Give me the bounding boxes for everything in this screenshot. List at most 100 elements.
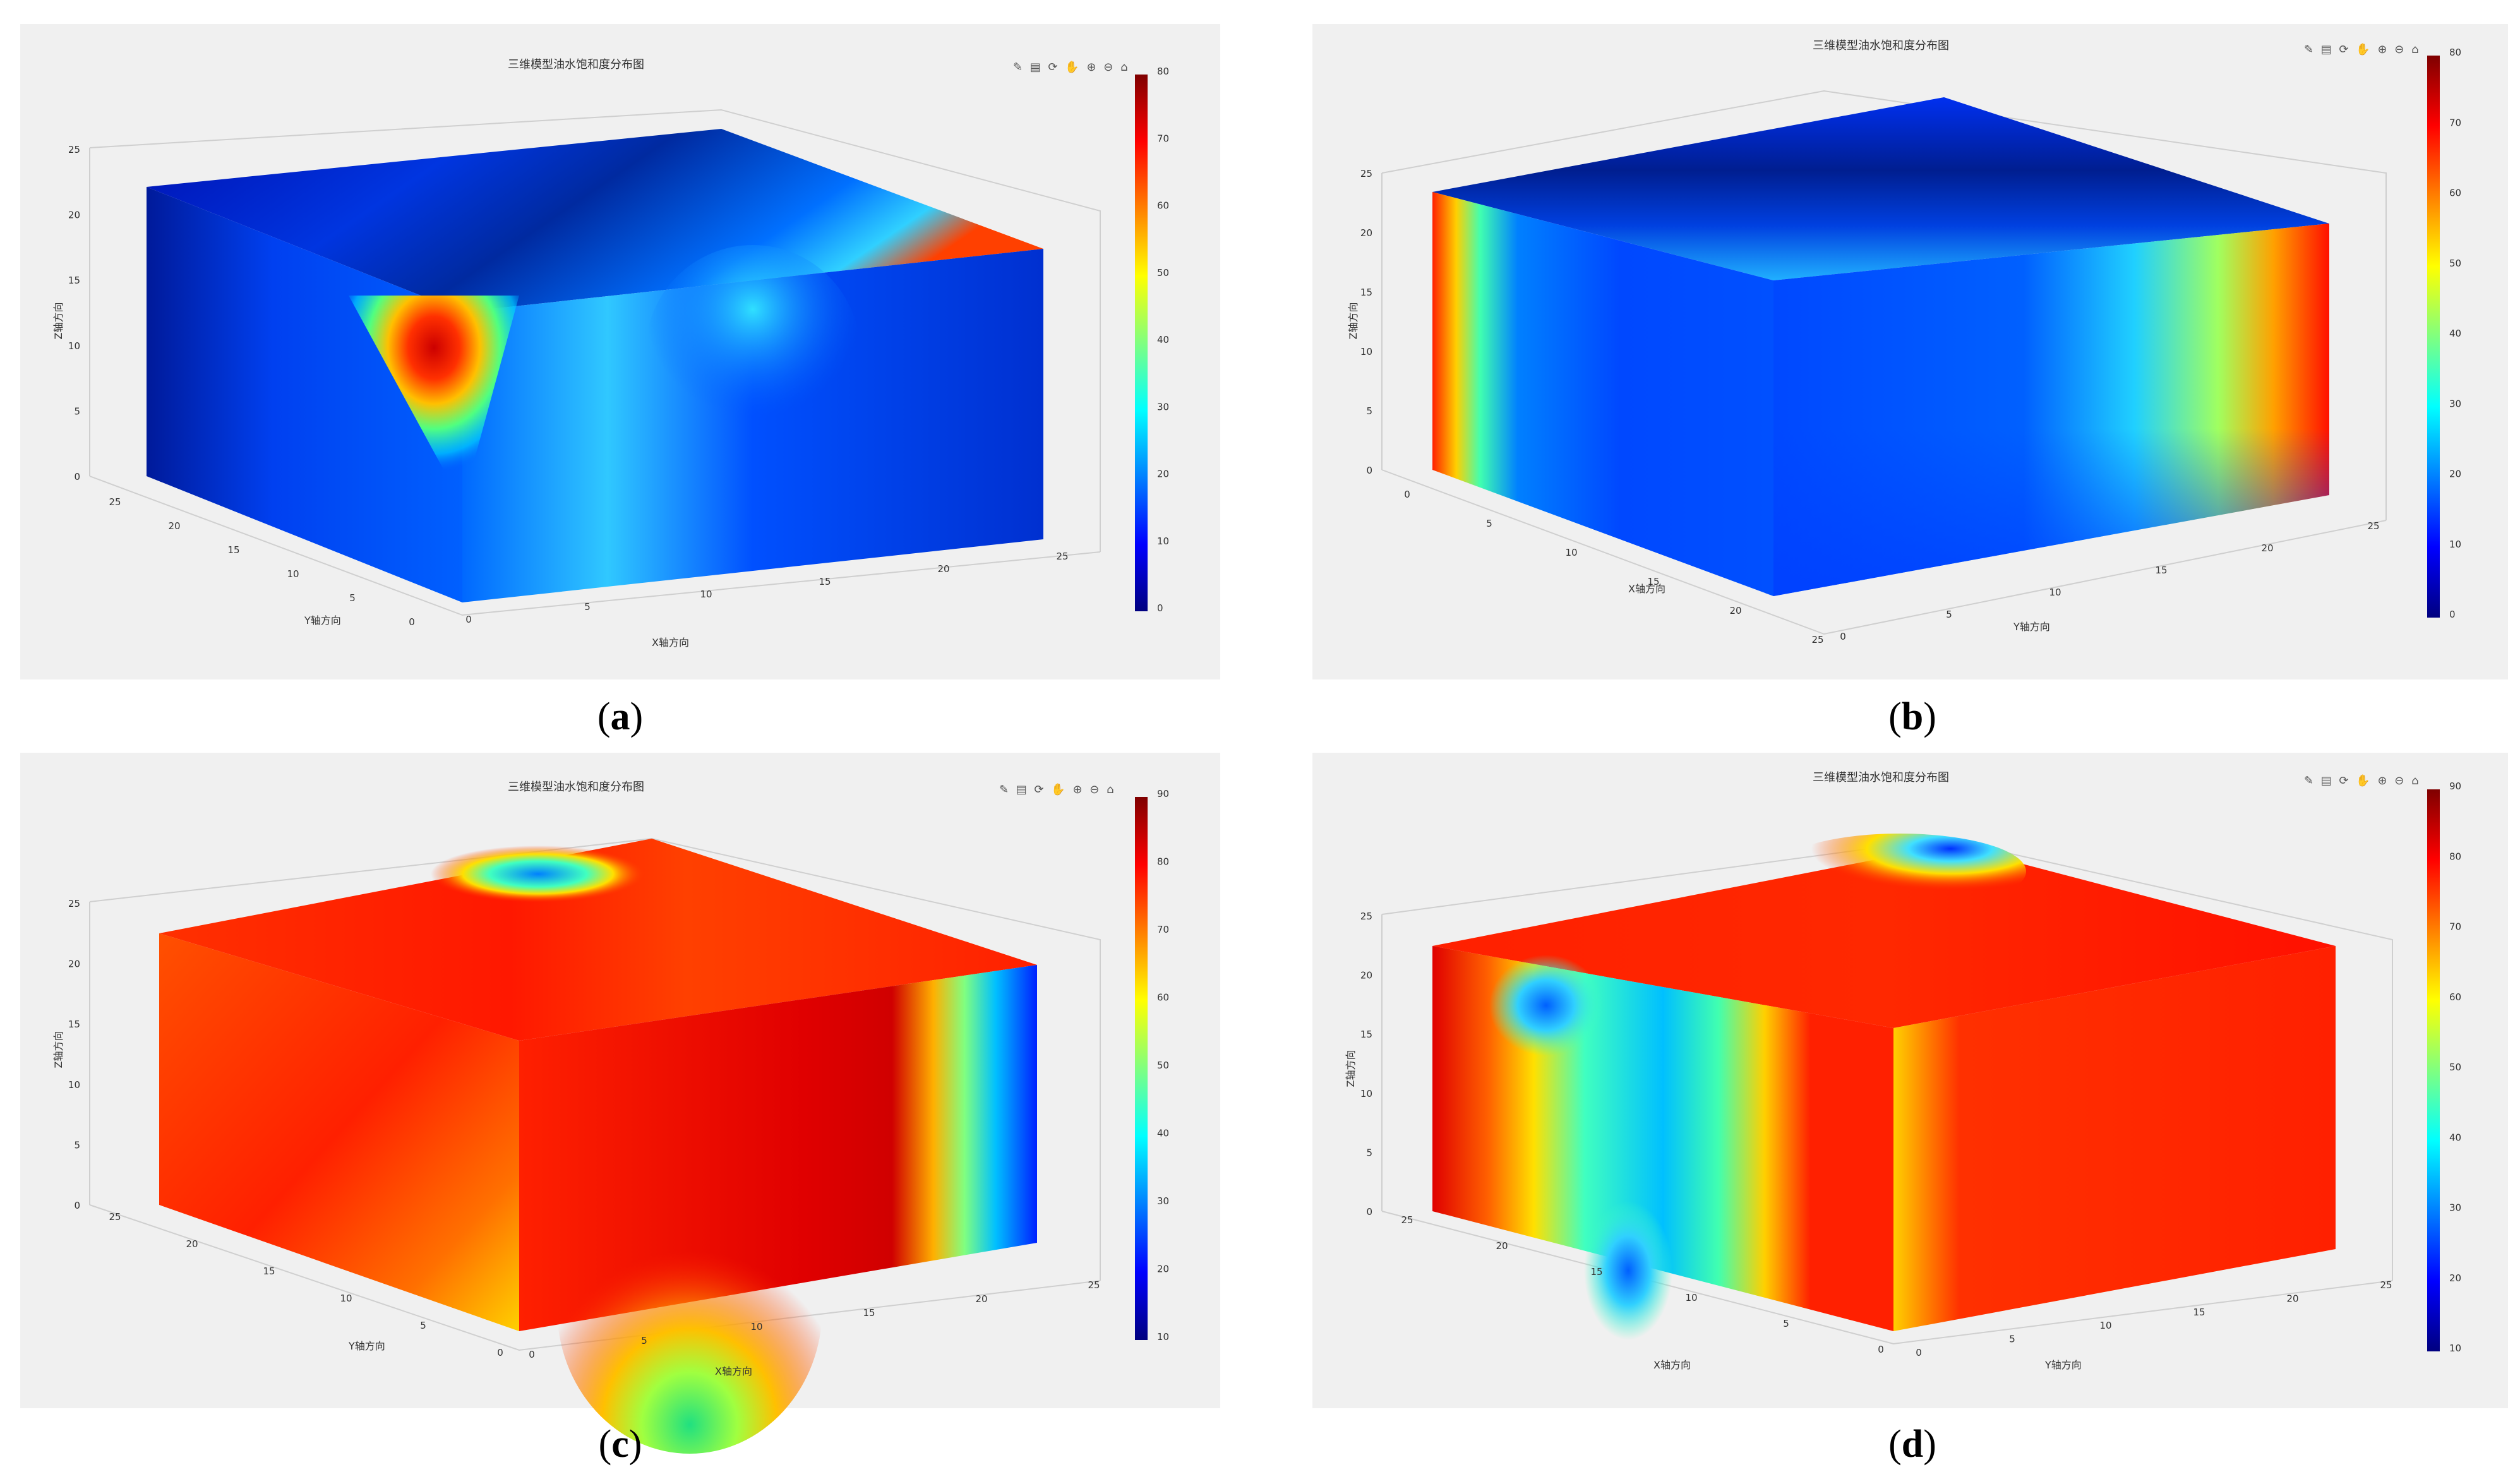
axes-frame-d: [1381, 837, 2393, 1345]
colorbar-tick-label: 30: [1157, 401, 1169, 412]
z-tick-label: 10: [68, 1079, 80, 1091]
z-axis-label-d: Z轴方向: [1345, 1050, 1357, 1087]
cold-top-spot-d: [1773, 834, 2026, 909]
z-tick-label: 25: [68, 898, 80, 909]
colorbar-tick-label: 10: [1157, 1331, 1169, 1343]
colorbar-tick-label: 50: [2449, 1062, 2461, 1073]
colorbar-tick-label: 70: [1157, 924, 1169, 935]
z-tick-label: 10: [1360, 346, 1372, 357]
colorbar-d: [2427, 789, 2440, 1351]
y-axis-ticks-b: 0 5 10 15 20 25: [1840, 520, 2379, 642]
y-tick-label: 10: [2099, 1320, 2111, 1331]
colorbar-tick-label: 20: [2449, 1272, 2461, 1284]
colorbar-tick-label: 90: [1157, 788, 1169, 799]
x-tick-label: 25: [1401, 1214, 1413, 1226]
y-tick-label: 25: [2367, 520, 2379, 532]
cube-top-face-a: [147, 129, 1043, 312]
x-tick-label: 5: [1783, 1318, 1789, 1329]
colorbar-c: [1135, 797, 1148, 1340]
x-tick-label: 20: [975, 1293, 987, 1305]
cube-top-face-d: [1432, 845, 2336, 1028]
figure-panel-d: 10 20 30 40 50 60 70 80 90 0 5 10 15 20 25 0 5 10 15 20 25…: [1312, 753, 2508, 1408]
x-axis-label-c: X轴方向: [715, 1365, 752, 1377]
colorbar-tick-label: 70: [2449, 921, 2461, 933]
cube-top-face-c: [159, 839, 1037, 1041]
colorbar-ticks-a: 0 10 20 30 40 50 60 70 80: [1157, 66, 1169, 614]
y-tick-label: 20: [186, 1238, 198, 1250]
x-tick-label: 15: [863, 1307, 875, 1319]
x-tick-label: 5: [1486, 518, 1492, 529]
z-axis-label-b: Z轴方向: [1347, 302, 1359, 340]
colorbar-tick-label: 10: [2449, 539, 2461, 550]
colorbar-tick-label: 40: [2449, 328, 2461, 339]
y-tick-label: 0: [1840, 631, 1846, 642]
figure-panel-b: 0 10 20 30 40 50 60 70 80 0 5 10 15 20 25 0 5 10 15 20 25 …: [1312, 24, 2508, 679]
caption-b: (b): [1888, 695, 1936, 738]
colorbar-ticks-b: 0 10 20 30 40 50 60 70 80: [2449, 47, 2461, 620]
y-tick-label: 15: [227, 544, 239, 556]
colorbar-a: [1135, 75, 1148, 611]
colorbar-tick-label: 20: [2449, 469, 2461, 480]
y-axis-ticks-a: 0 5 10 15 20 25: [109, 496, 414, 628]
figure-toolbar-d[interactable]: ✎ ▤ ⟳ ✋ ⊕ ⊖ ⌂: [2304, 774, 2421, 787]
colorbar-tick-label: 60: [2449, 991, 2461, 1003]
z-tick-label: 5: [1366, 1147, 1372, 1158]
figure-panel-a: 0 10 20 30 40 50 60 70 80 0 5 10 15 20 25 0 5 10 15 20 25 …: [20, 24, 1220, 679]
figure-toolbar-a[interactable]: ✎ ▤ ⟳ ✋ ⊕ ⊖ ⌂: [1013, 61, 1130, 74]
x-axis-ticks-c: 0 5 10 15 20 25: [529, 1279, 1100, 1360]
colorbar-b: [2427, 56, 2440, 618]
caption-c: (c): [598, 1423, 642, 1466]
x-axis-label-a: X轴方向: [652, 637, 689, 649]
figure-toolbar-c[interactable]: ✎ ▤ ⟳ ✋ ⊕ ⊖ ⌂: [999, 783, 1116, 796]
colorbar-tick-label: 80: [1157, 66, 1169, 77]
z-tick-label: 0: [1366, 465, 1372, 476]
y-tick-label: 15: [2155, 565, 2167, 576]
x-tick-label: 25: [1056, 551, 1068, 562]
axes-frame-a: [89, 109, 1101, 616]
z-tick-label: 20: [68, 959, 80, 970]
x-tick-label: 0: [1878, 1344, 1884, 1355]
x-tick-label: 10: [750, 1321, 762, 1332]
colorbar-tick-label: 70: [1157, 133, 1169, 144]
axes-frame-b: [1381, 90, 2387, 635]
x-tick-label: 0: [529, 1349, 535, 1360]
z-tick-label: 25: [68, 144, 80, 155]
caption-d: (d): [1888, 1423, 1936, 1466]
y-axis-label-b: Y轴方向: [2013, 621, 2050, 633]
y-tick-label: 5: [349, 592, 356, 604]
colorbar-tick-label: 0: [2449, 609, 2456, 620]
x-tick-label: 15: [1590, 1266, 1602, 1278]
y-tick-label: 0: [497, 1347, 503, 1358]
cold-bottom-pocket-d: [1584, 1201, 1672, 1340]
z-tick-label: 5: [74, 405, 80, 417]
y-tick-label: 20: [168, 520, 180, 532]
x-tick-label: 15: [1647, 576, 1659, 587]
chart-title-c: 三维模型油水饱和度分布图: [508, 781, 644, 794]
z-axis-label-c: Z轴方向: [52, 1031, 64, 1068]
z-tick-label: 15: [1360, 287, 1372, 298]
hot-plume-a: [349, 296, 519, 504]
y-tick-label: 0: [1916, 1347, 1922, 1358]
cube-right-face-d: [1893, 946, 2336, 1331]
colorbar-tick-label: 80: [2449, 851, 2461, 862]
figure-toolbar-b[interactable]: ✎ ▤ ⟳ ✋ ⊕ ⊖ ⌂: [2304, 43, 2421, 56]
y-axis-ticks-d: 0 5 10 15 20 25: [1916, 1279, 2392, 1358]
colorbar-tick-label: 10: [2449, 1343, 2461, 1354]
y-tick-label: 25: [2380, 1279, 2392, 1291]
z-tick-label: 0: [1366, 1206, 1372, 1218]
axes-frame-c: [89, 837, 1101, 1351]
colorbar-tick-label: 30: [2449, 398, 2461, 409]
cyan-zone-a: [645, 245, 860, 460]
z-tick-label: 10: [1360, 1088, 1372, 1099]
colorbar-tick-label: 60: [1157, 200, 1169, 212]
z-tick-label: 25: [1360, 911, 1372, 922]
colorbar-tick-label: 90: [2449, 781, 2461, 792]
z-tick-label: 20: [1360, 970, 1372, 981]
x-axis-ticks-b: 0 5 10 15 20 25: [1404, 489, 1823, 645]
y-axis-ticks-c: 0 5 10 15 20 25: [109, 1211, 503, 1358]
x-tick-label: 10: [1565, 547, 1577, 558]
colorbar-tick-label: 10: [1157, 536, 1169, 547]
y-tick-label: 5: [1946, 609, 1952, 620]
x-tick-label: 25: [1088, 1279, 1100, 1291]
